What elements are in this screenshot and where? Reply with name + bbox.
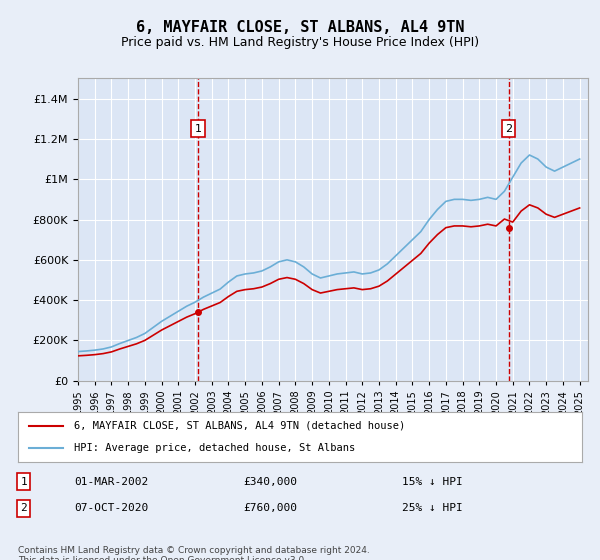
Text: 07-OCT-2020: 07-OCT-2020 bbox=[74, 503, 149, 514]
Text: Price paid vs. HM Land Registry's House Price Index (HPI): Price paid vs. HM Land Registry's House … bbox=[121, 36, 479, 49]
Text: 2: 2 bbox=[505, 124, 512, 134]
Text: £340,000: £340,000 bbox=[244, 477, 298, 487]
Text: 2: 2 bbox=[20, 503, 27, 514]
Text: 1: 1 bbox=[194, 124, 202, 134]
Text: 6, MAYFAIR CLOSE, ST ALBANS, AL4 9TN: 6, MAYFAIR CLOSE, ST ALBANS, AL4 9TN bbox=[136, 20, 464, 35]
Text: 01-MAR-2002: 01-MAR-2002 bbox=[74, 477, 149, 487]
Text: HPI: Average price, detached house, St Albans: HPI: Average price, detached house, St A… bbox=[74, 443, 356, 453]
Text: 1: 1 bbox=[20, 477, 27, 487]
Text: £760,000: £760,000 bbox=[244, 503, 298, 514]
Text: 6, MAYFAIR CLOSE, ST ALBANS, AL4 9TN (detached house): 6, MAYFAIR CLOSE, ST ALBANS, AL4 9TN (de… bbox=[74, 421, 406, 431]
Text: 25% ↓ HPI: 25% ↓ HPI bbox=[401, 503, 462, 514]
Text: 15% ↓ HPI: 15% ↓ HPI bbox=[401, 477, 462, 487]
Text: Contains HM Land Registry data © Crown copyright and database right 2024.
This d: Contains HM Land Registry data © Crown c… bbox=[18, 546, 370, 560]
